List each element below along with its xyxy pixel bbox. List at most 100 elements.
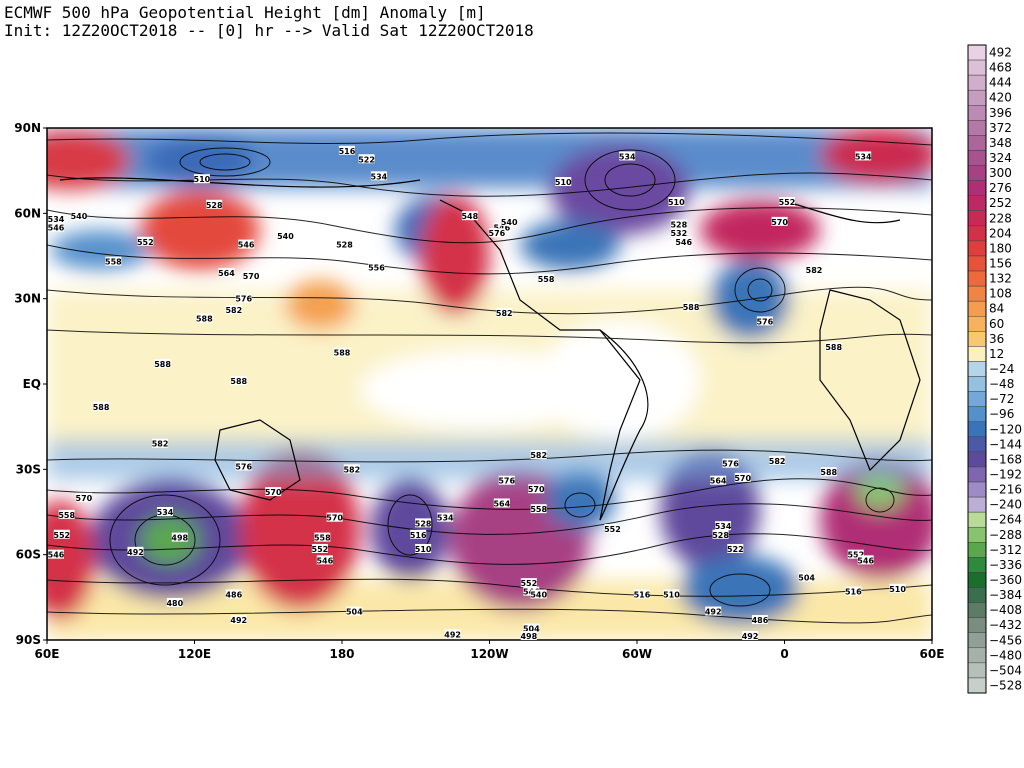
contour-label: 588 xyxy=(820,468,837,477)
contour-label-bg xyxy=(806,265,822,275)
colorbar-label: −240 xyxy=(989,498,1022,512)
colorbar-swatch xyxy=(967,511,987,528)
contour-label: 510 xyxy=(668,198,685,207)
contour-label: 570 xyxy=(771,218,788,227)
colorbar-label: 396 xyxy=(989,106,1012,120)
contour-label: 546 xyxy=(48,551,65,560)
contour-label: 516 xyxy=(845,588,862,597)
contour-label-bg xyxy=(668,196,685,206)
contour-label: 534 xyxy=(619,152,636,161)
contour-label: 564 xyxy=(493,499,510,508)
contour-label: 546 xyxy=(675,238,692,247)
contour-label: 588 xyxy=(93,403,110,412)
contour-label-bg xyxy=(715,521,732,531)
contour-label-bg xyxy=(105,256,122,266)
colorbar-swatch xyxy=(967,225,987,242)
anomaly-field xyxy=(47,128,932,640)
contour-label-bg xyxy=(314,532,331,542)
lon-label: 60E xyxy=(920,647,945,661)
colorbar-swatch xyxy=(967,557,987,573)
colorbar-swatch xyxy=(967,89,987,106)
colorbar-swatch xyxy=(967,135,987,151)
colorbar-swatch xyxy=(967,210,987,227)
contour-label: 556 xyxy=(368,263,385,272)
contour-label: 558 xyxy=(538,275,555,284)
contour-label: 582 xyxy=(769,457,786,466)
colorbar-swatch xyxy=(967,602,987,618)
colorbar-swatch xyxy=(967,270,987,287)
colorbar-swatch xyxy=(967,466,987,483)
contour-label: 534 xyxy=(437,514,454,523)
colorbar-label: 252 xyxy=(989,196,1012,210)
contour-label-bg xyxy=(265,487,282,497)
contour-label-bg xyxy=(415,518,432,528)
colorbar-swatch xyxy=(967,526,987,543)
colorbar-label: −384 xyxy=(989,588,1022,602)
contour-label-bg xyxy=(410,529,427,539)
contour-label: 510 xyxy=(889,585,906,594)
contour-label-bg xyxy=(520,631,537,640)
contour-label-bg xyxy=(530,589,547,599)
colorbar-label: 372 xyxy=(989,121,1012,135)
contour-label: 576 xyxy=(498,477,515,486)
contour-label-bg xyxy=(225,305,242,315)
contour-label-bg xyxy=(137,236,154,246)
contour-label: 582 xyxy=(806,266,823,275)
contour-label-bg xyxy=(847,549,864,559)
contour-label-bg xyxy=(157,507,173,516)
contour-label: 558 xyxy=(105,258,122,267)
contour-label: 532 xyxy=(670,229,687,238)
contour-label: 492 xyxy=(127,548,144,557)
contour-label-bg xyxy=(530,504,547,514)
contour-label-bg xyxy=(501,216,518,226)
colorbar-label: 108 xyxy=(989,287,1012,301)
colorbar-frame xyxy=(967,44,987,694)
contour-label-bg xyxy=(238,239,255,249)
colorbar-label: 228 xyxy=(989,211,1012,225)
lon-label: 120E xyxy=(178,647,211,661)
contour-label-bg xyxy=(498,475,515,485)
contour-label: 498 xyxy=(171,534,188,543)
contour-label-bg xyxy=(166,598,183,608)
contour-label-bg xyxy=(415,543,432,553)
contour-label: 582 xyxy=(225,306,242,315)
contour-label-bg xyxy=(334,347,350,357)
contour-label: 588 xyxy=(154,360,171,369)
colorbar-swatch xyxy=(967,105,987,121)
contour-label-bg xyxy=(493,222,510,232)
contour-label: 540 xyxy=(501,218,518,227)
contour-label: 534 xyxy=(48,215,65,224)
contour-label-bg xyxy=(58,509,75,519)
colorbar-swatch xyxy=(967,662,987,679)
colorbar-label: −120 xyxy=(989,422,1022,436)
contour-label: 486 xyxy=(752,616,769,625)
colorbar-label: 60 xyxy=(989,317,1004,331)
contour-label: 546 xyxy=(857,556,874,565)
contour-label-bg xyxy=(154,359,171,369)
colorbar-label: 12 xyxy=(989,347,1004,361)
lat-label: 90N xyxy=(14,121,41,135)
coastlines xyxy=(59,177,921,521)
contour-label-bg xyxy=(670,219,687,229)
contour-label-bg xyxy=(710,475,727,485)
lon-label: 60E xyxy=(35,647,60,661)
contour-label-bg xyxy=(778,196,795,206)
colorbar-swatch xyxy=(967,150,987,166)
colorbar-swatch xyxy=(967,572,987,588)
contour-label-bg xyxy=(370,171,387,181)
colorbar-swatch xyxy=(967,255,987,272)
contour-label: 504 xyxy=(798,573,815,582)
contour-label: 552 xyxy=(312,545,329,554)
contour-label: 570 xyxy=(76,494,93,503)
colorbar-label: −480 xyxy=(989,648,1022,662)
contour-label: 498 xyxy=(520,632,537,641)
contour-label-bg xyxy=(769,455,786,465)
contour-label-bg xyxy=(152,438,169,448)
colorbar-swatch xyxy=(967,406,987,422)
colorbar-swatch xyxy=(967,361,987,377)
contour-label-bg xyxy=(218,268,235,278)
lat-label: EQ xyxy=(23,377,41,391)
contour-label: 576 xyxy=(489,229,506,238)
contour-label: 552 xyxy=(520,579,537,588)
